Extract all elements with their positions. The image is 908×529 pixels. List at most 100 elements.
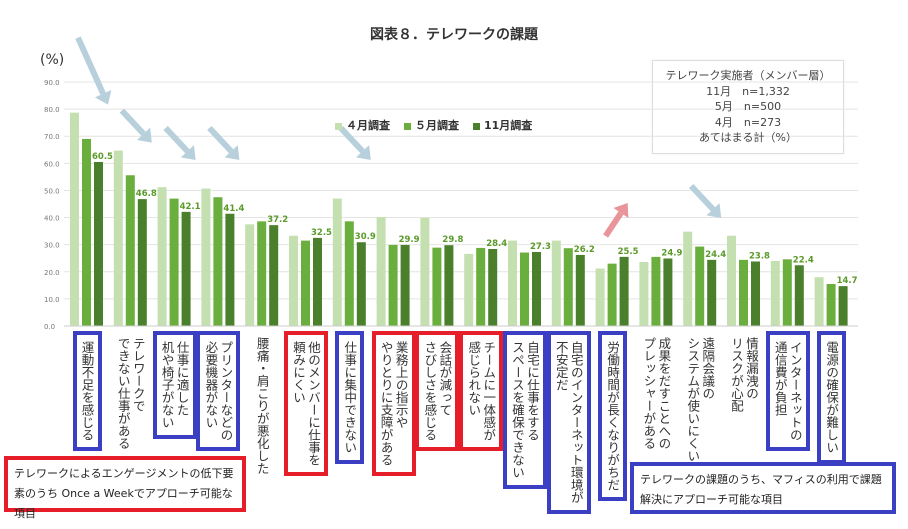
data-label: 25.5 [618,247,639,257]
bar-may [607,263,617,326]
bar-april [595,268,605,326]
bar-april [814,277,824,326]
category-label: 遠隔会議の システムが使いにくい [685,337,716,462]
info-line: 11月 n=1,332 [706,84,790,98]
category-label: 腰痛・肩こりが悪化した [254,337,270,475]
trend-down-arrow-icon-shaft [689,183,716,212]
info-line: テレワーク実施者（メンバー層） [665,69,831,82]
y-tick-label: 0.0 [44,323,55,331]
category-label: 仕事に集中できない [335,331,365,464]
trend-down-arrow-icon [224,145,240,160]
y-tick-label: 90.0 [44,79,60,87]
bar-may [213,197,223,326]
legend-label: 11月調査 [484,119,533,132]
bar-april [464,253,474,326]
bar-april [245,224,255,326]
bar-november [575,254,585,326]
category-label: プリンターなどの 必要機器がない [196,331,241,451]
bar-may [344,221,354,326]
category-label: 他のメンバーに仕事を 頼みにくい [284,331,328,476]
y-tick-label: 50.0 [44,187,60,195]
note-office-solvable-items: テレワークの課題のうち、マフィスの利用で課題解決にアプローチ可能な項目 [630,462,896,514]
data-label: 46.8 [136,189,157,199]
trend-down-arrow-icon [356,145,371,160]
y-tick-label: 70.0 [44,133,60,141]
data-label: 30.9 [355,232,376,242]
category-label: 業務上の指示や やりとりに支障がある [371,331,416,476]
bar-november [225,213,235,326]
data-label: 29.8 [442,235,463,245]
chart-title: 図表８．テレワークの課題 [370,27,538,43]
sample-info-box: テレワーク実施者（メンバー層） 11月 n=1,332 5月 n=500 4月 … [652,60,844,154]
data-label: 22.4 [793,255,814,265]
bar-april [683,231,693,326]
bar-april [508,240,517,326]
trend-down-arrow-icon-shaft [163,125,190,154]
legend-item-may: ５月調査 [404,117,459,133]
category-label: 会話が減って さびしさを感じる [415,331,460,451]
bar-may [476,247,486,326]
legend-label: ５月調査 [415,119,459,132]
bar-november [488,249,498,326]
y-tick-label: 80.0 [44,106,60,114]
category-label: 自宅に仕事をする スペースを確保できない [503,331,547,489]
bar-november [400,244,410,326]
bar-april [289,235,298,326]
bar-april [332,198,342,326]
bar-may [125,175,135,326]
bar-may [169,198,179,326]
trend-down-arrow-icon-shaft [119,108,146,136]
category-label: テレワークで できない仕事がある [115,337,146,450]
y-tick-label: 20.0 [44,269,60,277]
trend-down-arrow-icon [137,127,152,143]
bar-april [376,217,386,326]
bar-may [826,283,836,326]
bar-november [137,199,147,326]
legend-item-april: ４月調査 [335,117,390,133]
legend-swatch [404,122,411,130]
bar-november [838,286,848,326]
trend-down-arrow-icon-shaft [338,125,365,154]
bar-may [782,259,792,326]
data-label: 42.1 [180,202,201,212]
data-label: 37.2 [267,215,288,225]
legend-item-november: 11月調査 [473,117,532,133]
y-axis-unit-label: (%) [40,52,65,68]
bar-april [770,260,780,326]
data-label: 60.5 [92,152,113,162]
bar-april [420,217,430,326]
bar-april [70,112,79,326]
bar-may [257,221,267,326]
category-label: 情報漏洩の リスクが心配 [729,337,759,412]
bar-april [201,188,211,326]
category-label: インターネットの 通信費が負担 [765,331,810,451]
bar-april [639,262,649,326]
legend-swatch [335,122,342,130]
bar-april [551,240,561,326]
bar-april [727,235,736,326]
bar-april [113,150,123,326]
bar-may [739,259,748,326]
bar-november [751,261,760,326]
y-tick-label: 60.0 [44,160,60,168]
trend-up-arrow-icon [613,203,629,218]
trend-down-arrow-icon-shaft [207,125,234,154]
bar-may [432,247,442,326]
category-label: 電源の確保が難しい [817,331,847,464]
category-label: チームに一体感が 感じられない [459,331,504,451]
bar-november [619,256,629,326]
bar-may [695,246,705,326]
info-line: 4月 n=273 [714,115,782,129]
y-tick-label: 30.0 [44,242,60,250]
info-line: あてはまる計（%） [698,131,797,144]
category-label: 自宅のインターネット環境が 不安定だ [546,331,591,514]
trend-down-arrow-icon [94,90,112,105]
bar-november [313,237,322,326]
trend-up-arrow-icon-shaft [603,211,624,238]
bar-november [356,242,366,326]
data-label: 23.8 [749,251,770,261]
info-line: 5月 n=500 [714,100,782,113]
category-label: 成果をだすことへの プレッシャーがある [641,337,672,450]
trend-down-arrow-icon [180,145,196,160]
